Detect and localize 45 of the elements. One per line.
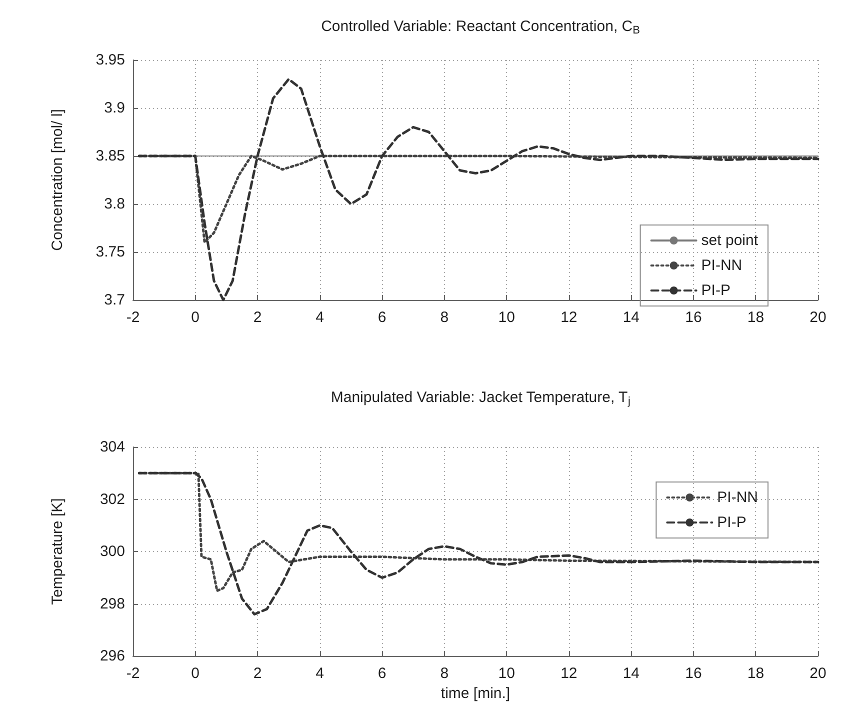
x-tick-label: 4 xyxy=(316,665,324,682)
y-axis-title: Temperature [K] xyxy=(49,498,66,605)
x-axis-title: time [min.] xyxy=(440,685,510,702)
x-tick-label: 20 xyxy=(810,309,826,326)
x-tick-label: 2 xyxy=(253,665,262,682)
y-axis-title: Concentration [mol/ l] xyxy=(49,109,66,251)
x-tick-label: 18 xyxy=(747,665,764,682)
y-tick-label: 296 xyxy=(100,648,125,665)
y-tick-label: 3.7 xyxy=(104,292,125,308)
x-tick-label: 20 xyxy=(810,665,826,682)
x-tick-label: 2 xyxy=(253,309,262,326)
x-tick-label: 0 xyxy=(191,309,200,326)
x-tick-label: 14 xyxy=(622,665,640,682)
x-tick-label: 10 xyxy=(498,309,515,326)
x-tick-label: 8 xyxy=(440,665,449,682)
x-tick-label: 14 xyxy=(622,309,640,326)
y-tick-label: 304 xyxy=(100,438,125,456)
x-tick-label: 6 xyxy=(378,309,386,326)
x-tick-label: 6 xyxy=(378,665,386,682)
y-tick-label: 3.85 xyxy=(96,148,125,164)
x-tick-label: 8 xyxy=(440,309,449,326)
x-tick-label: 18 xyxy=(747,309,764,326)
y-tick-label: 302 xyxy=(100,490,125,508)
legend-label: PI-NN xyxy=(701,257,742,274)
legend-label: PI-NN xyxy=(717,489,758,506)
y-tick-label: 3.95 xyxy=(96,52,125,68)
x-tick-label: 0 xyxy=(191,665,200,682)
legend-label: PI-P xyxy=(701,282,730,299)
y-tick-label: 3.8 xyxy=(104,196,125,212)
x-tick-label: 4 xyxy=(316,309,324,326)
y-tick-label: 3.75 xyxy=(96,244,125,260)
y-tick-label: 300 xyxy=(100,543,125,560)
line-series xyxy=(138,78,820,302)
y-tick-label: 3.9 xyxy=(104,100,125,116)
x-tick-label: 16 xyxy=(685,309,702,326)
x-tick-label: -2 xyxy=(126,309,140,326)
x-tick-label: 10 xyxy=(498,665,515,682)
x-tick-label: 16 xyxy=(685,665,702,682)
line-series xyxy=(138,472,820,616)
x-tick-label: -2 xyxy=(126,665,140,682)
x-tick-label: 12 xyxy=(560,665,578,682)
legend-label: PI-P xyxy=(717,514,746,531)
y-tick-label: 298 xyxy=(100,595,125,612)
legend-label: set point xyxy=(701,232,759,249)
x-tick-label: 12 xyxy=(560,309,578,326)
